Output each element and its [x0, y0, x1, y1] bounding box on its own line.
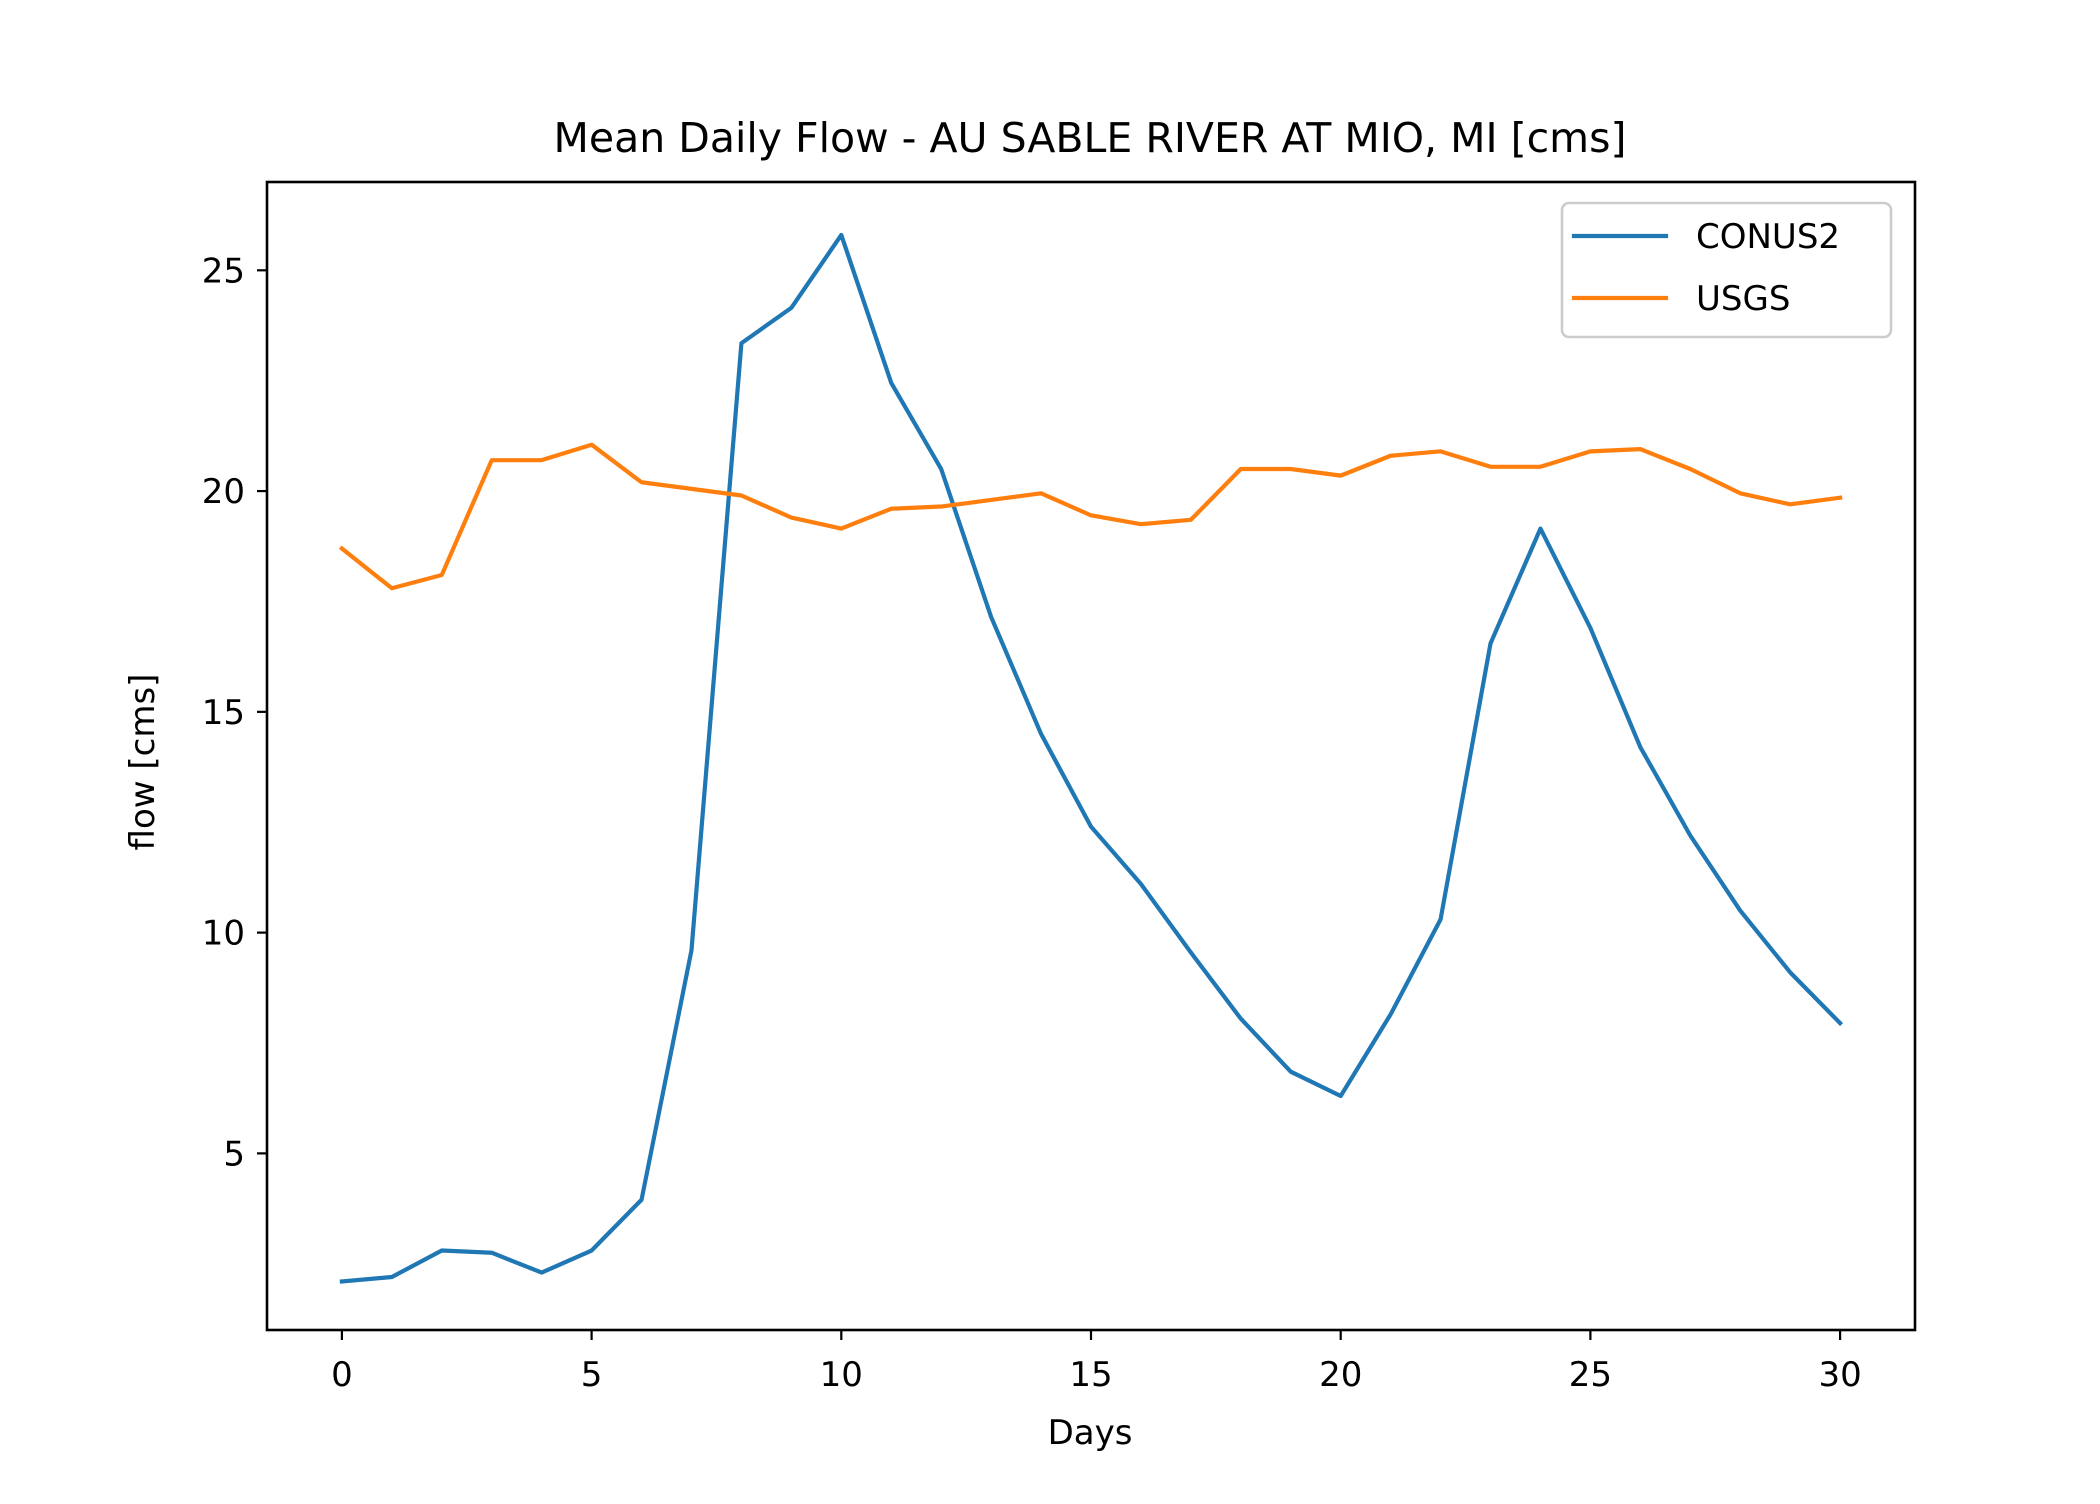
x-tick-label: 25	[1569, 1355, 1612, 1395]
x-tick-label: 15	[1069, 1355, 1112, 1395]
x-tick-label: 30	[1818, 1355, 1861, 1395]
series-line-conus2	[339, 232, 1844, 1284]
x-axis: 0 5 10 15 20 25 30	[331, 1330, 1862, 1395]
legend-label-usgs: USGS	[1696, 279, 1790, 319]
y-axis: 5 10 15 20 25	[202, 251, 267, 1174]
x-tick-label: 5	[581, 1355, 603, 1395]
y-tick-label: 25	[202, 251, 245, 291]
y-tick-label: 5	[223, 1134, 245, 1174]
x-tick-label: 20	[1319, 1355, 1362, 1395]
x-tick-label: 10	[820, 1355, 863, 1395]
chart-title: Mean Daily Flow - AU SABLE RIVER AT MIO,…	[554, 114, 1627, 162]
series-layer	[338, 232, 1844, 1284]
y-tick-label: 15	[202, 693, 245, 733]
x-tick-label: 0	[331, 1355, 353, 1395]
legend-label-conus2: CONUS2	[1696, 217, 1840, 257]
plot-frame	[265, 180, 1917, 1332]
x-axis-title: Days	[1048, 1413, 1133, 1453]
y-axis-title: flow [cms]	[123, 674, 163, 851]
y-tick-label: 10	[202, 914, 245, 954]
y-tick-label: 20	[202, 472, 245, 512]
legend: CONUS2 USGS	[1560, 201, 1893, 339]
series-line-usgs	[338, 442, 1843, 591]
